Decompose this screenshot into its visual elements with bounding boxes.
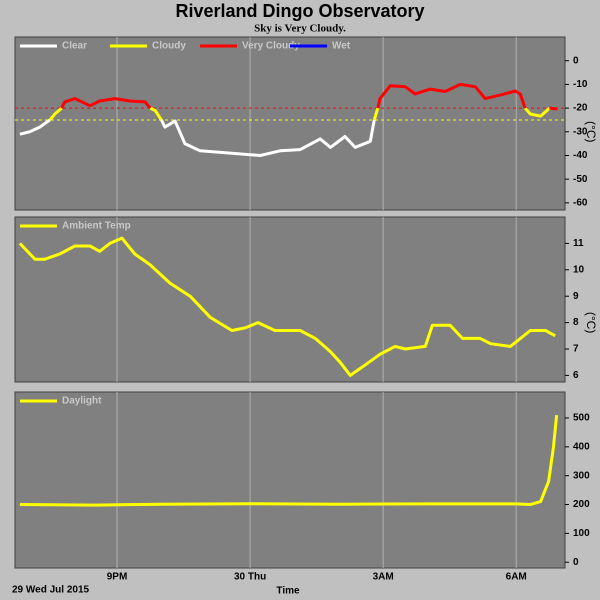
y-tick-label: 100 (573, 528, 590, 539)
y-tick-label: 400 (573, 441, 590, 452)
data-line (60, 82, 558, 111)
y-tick-label: 8 (573, 317, 579, 328)
y-tick-label: 10 (573, 264, 585, 275)
data-line (48, 106, 551, 121)
y-tick-label: -60 (573, 198, 588, 209)
plot-area (14, 391, 566, 569)
y-tick-label: 300 (573, 470, 590, 481)
y-tick-label: -10 (573, 79, 588, 90)
data-line (19, 414, 559, 507)
legend-label: Daylight (62, 396, 102, 407)
y-tick-label: 9 (573, 291, 579, 302)
x-tick-label: 9PM (107, 572, 128, 583)
legend-label: Very Cloudy (242, 41, 300, 52)
legend-label: Clear (62, 41, 87, 52)
y-tick-label: 500 (573, 413, 590, 424)
y-tick-label: -30 (573, 126, 588, 137)
x-tick-label: 30 Thu (234, 572, 266, 583)
plot-area (14, 36, 566, 211)
y-tick-label: 11 (573, 238, 584, 249)
legend-label: Cloudy (152, 41, 186, 52)
y-axis-label: (°C) (584, 121, 598, 142)
y-tick-label: 7 (573, 344, 579, 355)
x-axis-label: Time (276, 586, 300, 597)
y-tick-label: 6 (573, 370, 579, 381)
data-line (19, 118, 376, 157)
data-line (18, 236, 556, 377)
y-axis-label: (°C) (584, 312, 598, 333)
y-tick-label: 200 (573, 499, 590, 510)
x-tick-label: 6AM (506, 572, 527, 583)
legend-label: Ambient Temp (62, 221, 131, 232)
y-tick-label: 0 (573, 557, 579, 568)
y-tick-label: -20 (573, 103, 588, 114)
plot-area (14, 216, 566, 383)
x-tick-label: 3AM (373, 572, 394, 583)
chart-title: Riverland Dingo Observatory (175, 1, 424, 21)
legend-label: Wet (332, 41, 351, 52)
x-axis-start: 29 Wed Jul 2015 (12, 585, 90, 596)
chart-subtitle: Sky is Very Cloudy. (254, 23, 346, 35)
y-tick-label: 0 (573, 55, 579, 66)
y-tick-label: -50 (573, 174, 588, 185)
y-tick-label: -40 (573, 150, 588, 161)
